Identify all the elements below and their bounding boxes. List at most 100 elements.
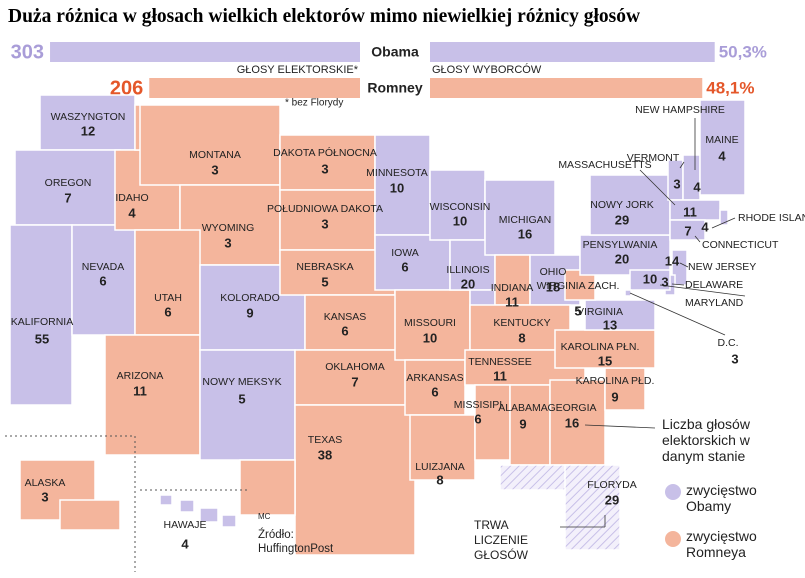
- state-shape: [374, 234, 451, 291]
- state-labels: WASZYNGTON12OREGON7KALIFORNIA55NEVADA6ID…: [11, 104, 805, 552]
- state-votes: 29: [605, 492, 619, 507]
- state-name: RHODE ISLAND: [738, 212, 805, 224]
- state-name: IOWA: [391, 247, 419, 259]
- state-name: KENTUCKY: [493, 317, 550, 329]
- state-votes: 20: [615, 251, 629, 266]
- popular-bar: [430, 42, 715, 62]
- state-shape: [474, 384, 511, 461]
- electoral-bar: [50, 42, 360, 62]
- state-votes: 4: [181, 536, 189, 551]
- state-name: MISSISIPI: [454, 399, 502, 411]
- state-votes: 3: [321, 216, 328, 231]
- leader: [671, 283, 685, 286]
- states: [9, 94, 746, 556]
- state-votes: 10: [453, 213, 467, 228]
- state-name: MASSACHUSETTS: [558, 159, 651, 171]
- state-votes: 55: [35, 331, 49, 346]
- state-votes: 4: [701, 219, 709, 234]
- electoral-bar: [149, 78, 360, 98]
- state-name: FLORYDA: [587, 479, 636, 491]
- state-name: ILLINOIS: [446, 264, 489, 276]
- leader: [679, 161, 685, 169]
- state-name: PENSYLWANIA: [583, 239, 658, 251]
- author: MC: [258, 512, 271, 521]
- electoral-note: * bez Florydy: [285, 98, 343, 109]
- state-votes: 9: [519, 416, 526, 431]
- state-shape: [104, 334, 201, 456]
- state-name: NEW HAMPSHIRE: [635, 104, 725, 116]
- leader-lines: [560, 118, 746, 528]
- state-votes: 14: [665, 253, 680, 268]
- state-name: VIRGINIA: [577, 306, 623, 318]
- votes-note: Liczba głosów elektorskich w danym stani…: [662, 416, 750, 464]
- state-votes: 4: [128, 205, 136, 220]
- state-name: IDAHO: [115, 192, 148, 204]
- state-name: DELAWARE: [685, 279, 743, 291]
- state-name: CONNECTICUT: [702, 239, 779, 251]
- state-votes: 29: [615, 212, 629, 227]
- state-shape: [429, 169, 486, 241]
- state-shape: [9, 224, 73, 406]
- source: Źródło: HuffingtonPost: [258, 529, 334, 555]
- state-shape: [374, 134, 431, 236]
- candidate-name: Romney: [367, 80, 422, 96]
- state-votes: 20: [461, 276, 475, 291]
- state-name: NEW JERSEY: [688, 261, 756, 273]
- popular-bar: [430, 78, 703, 98]
- state-shape: [509, 384, 551, 466]
- state-votes: 11: [133, 383, 147, 398]
- state-shape: [469, 304, 571, 351]
- state-name: LUIZJANA: [415, 461, 465, 473]
- state-name: HAWAJE: [164, 519, 207, 531]
- state-name: NOWY MEKSYK: [202, 376, 281, 388]
- state-shape: [719, 209, 729, 226]
- state-name: GEORGIA: [547, 402, 596, 414]
- state-votes: 16: [565, 415, 579, 430]
- state-votes: 38: [318, 447, 332, 462]
- state-votes: 8: [436, 472, 443, 487]
- state-votes: 9: [246, 305, 253, 320]
- state-shape: [279, 189, 376, 251]
- state-name: OHIO: [540, 266, 567, 278]
- leader: [629, 292, 726, 336]
- state-shape: [549, 379, 606, 466]
- state-votes: 3: [731, 351, 738, 366]
- state-votes: 7: [684, 223, 691, 238]
- state-shape: [409, 414, 476, 481]
- state-shape: [139, 104, 281, 186]
- leader: [659, 284, 746, 297]
- state-votes: 15: [598, 353, 612, 368]
- state-shape: [199, 349, 296, 461]
- state-name: D.C.: [718, 337, 739, 349]
- state-name: TEXAS: [308, 434, 342, 446]
- state-votes: 9: [611, 389, 618, 404]
- popular-value: 48,1%: [706, 78, 754, 97]
- state-votes: 3: [321, 161, 328, 176]
- state-shape: [699, 99, 746, 196]
- state-votes: 6: [474, 411, 481, 426]
- bars: 303 Obama 50,3% 206 Romney 48,1% GŁOSY ELEKTOR…: [11, 41, 767, 108]
- state-shape: [669, 219, 706, 241]
- state-name: KAROLINA PŁN.: [561, 341, 640, 353]
- leader: [584, 424, 656, 429]
- state-votes: 11: [493, 368, 507, 383]
- state-name: MINNESOTA: [366, 167, 428, 179]
- state-votes: 5: [574, 303, 581, 318]
- state-votes: 7: [351, 374, 358, 389]
- state-shape: [199, 507, 219, 523]
- state-shape: [71, 224, 136, 336]
- state-name: DAKOTA PÓŁNOCNA: [273, 146, 377, 159]
- legend-label: TRWA LICZENIE GŁOSÓW: [474, 518, 529, 562]
- state-votes: 6: [431, 384, 438, 399]
- state-name: ALASKA: [25, 477, 66, 489]
- state-name: KAROLINA PŁD.: [576, 375, 655, 387]
- state-votes: 10: [390, 180, 404, 195]
- state-name: OREGON: [45, 177, 92, 189]
- state-name: NOWY JORK: [590, 199, 653, 211]
- candidate-name: Obama: [371, 44, 419, 60]
- state-votes: 6: [341, 323, 348, 338]
- state-shape: [179, 499, 195, 513]
- state-name: UTAH: [154, 292, 182, 304]
